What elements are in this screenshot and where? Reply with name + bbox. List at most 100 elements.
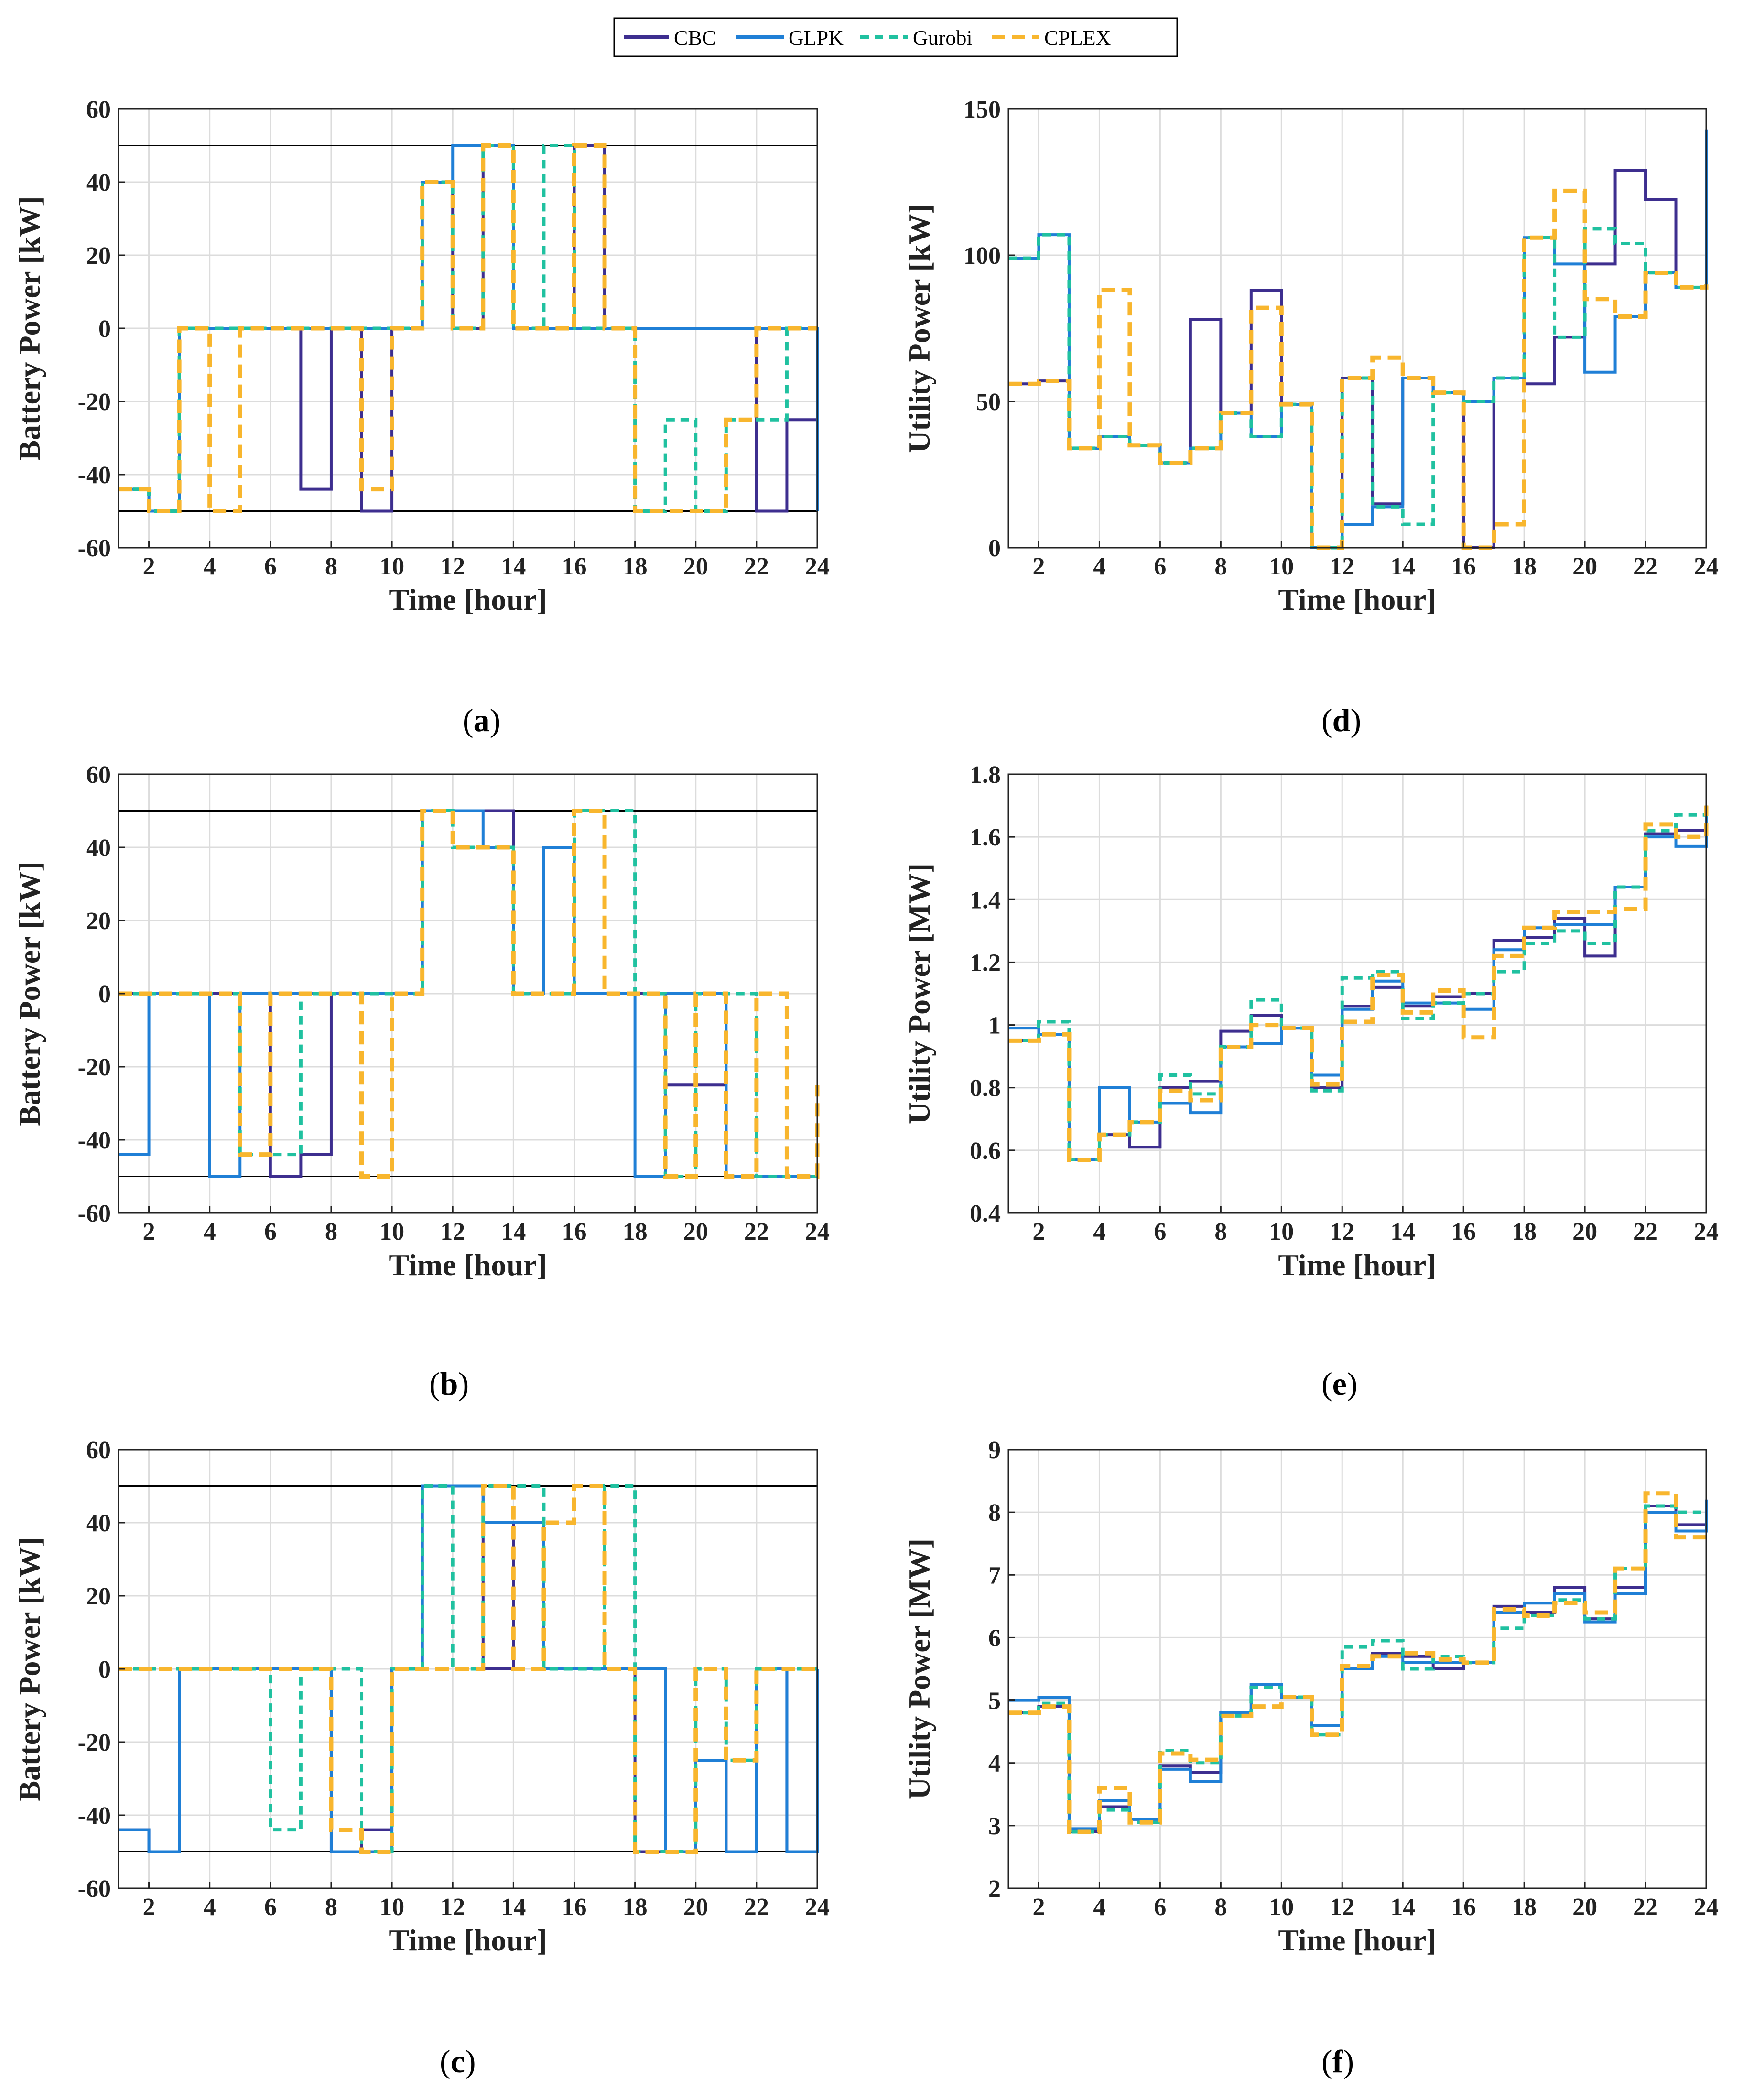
x-tick-label: 2 xyxy=(1032,553,1045,580)
y-tick-label: -60 xyxy=(78,1200,111,1227)
x-tick-label: 14 xyxy=(1390,553,1415,580)
x-axis-label: Time [hour] xyxy=(389,1923,547,1957)
plot-area xyxy=(1007,773,1707,1214)
y-axis-label: Utility Power [MW] xyxy=(902,863,936,1124)
series-line-cplex xyxy=(1008,805,1709,1162)
y-tick-label: 60 xyxy=(86,761,111,789)
x-tick-label: 8 xyxy=(325,1218,337,1245)
series-line-glpk xyxy=(1008,805,1708,1161)
panel-caption: (b) xyxy=(429,1365,469,1402)
x-axis-label: Time [hour] xyxy=(1278,1923,1436,1957)
y-axis-label: Battery Power [kW] xyxy=(12,196,46,460)
x-tick-label: 10 xyxy=(1269,553,1294,580)
legend-label-gurobi: Gurobi xyxy=(913,26,973,50)
legend-label-cplex: CPLEX xyxy=(1044,26,1111,50)
y-tick-label: -20 xyxy=(78,1054,111,1081)
y-tick-label: 60 xyxy=(86,96,111,123)
panel-caption: (d) xyxy=(1321,702,1361,738)
x-tick-label: 10 xyxy=(379,1218,404,1245)
chart-panel-a: 2 4 6 8 10 12 14 16 18 20 22 24-60-40-200204060Time… xyxy=(12,96,830,738)
chart-panel-b: 2 4 6 8 10 12 14 16 18 20 22 24-60-40-200204060Time… xyxy=(12,761,830,1402)
x-tick-label: 2 xyxy=(143,553,155,580)
y-tick-label: 20 xyxy=(86,908,111,935)
y-tick-label: -20 xyxy=(78,1729,111,1756)
plot-area xyxy=(1007,1449,1707,1889)
y-tick-label: 1 xyxy=(988,1012,1001,1039)
y-tick-label: 150 xyxy=(964,96,1001,123)
y-tick-label: 1.8 xyxy=(970,761,1001,789)
y-tick-label: 20 xyxy=(86,242,111,270)
y-tick-label: -40 xyxy=(78,1127,111,1154)
y-tick-label: 7 xyxy=(988,1562,1001,1589)
chart-panel-e: 2 4 6 8 10 12 14 16 18 20 22 240.40.60.811.21.41.61… xyxy=(902,761,1719,1402)
panel-caption: (a) xyxy=(463,702,500,738)
x-tick-label: 24 xyxy=(1694,1894,1719,1921)
x-tick-label: 4 xyxy=(204,1894,216,1921)
x-tick-label: 16 xyxy=(562,1218,586,1245)
x-tick-label: 14 xyxy=(1390,1894,1415,1921)
x-tick-label: 18 xyxy=(1512,553,1537,580)
legend: CBC GLPK Gurobi CPLEX xyxy=(613,17,1178,57)
x-tick-label: 20 xyxy=(683,553,708,580)
series-line-cplex xyxy=(119,809,820,1179)
y-tick-label: 40 xyxy=(86,834,111,862)
x-tick-label: 24 xyxy=(805,553,830,580)
panel-caption: (f) xyxy=(1321,2043,1354,2079)
x-tick-label: 4 xyxy=(1093,1218,1105,1245)
x-tick-label: 8 xyxy=(325,1894,337,1921)
x-tick-label: 24 xyxy=(1694,1218,1719,1245)
x-tick-label: 10 xyxy=(1269,1218,1294,1245)
plot-area xyxy=(1007,108,1707,549)
y-tick-label: 4 xyxy=(988,1750,1001,1777)
x-tick-label: 16 xyxy=(562,553,586,580)
x-tick-label: 18 xyxy=(623,553,648,580)
x-tick-label: 18 xyxy=(623,1218,648,1245)
x-tick-label: 2 xyxy=(143,1894,155,1921)
y-tick-label: 1.2 xyxy=(970,949,1001,976)
x-tick-label: 4 xyxy=(204,1218,216,1245)
x-tick-label: 22 xyxy=(1633,1218,1658,1245)
y-tick-label: 40 xyxy=(86,169,111,196)
legend-label-cbc: CBC xyxy=(674,26,716,50)
x-tick-label: 16 xyxy=(1451,1894,1476,1921)
y-tick-label: 6 xyxy=(988,1624,1001,1652)
x-tick-label: 24 xyxy=(805,1894,830,1921)
x-tick-label: 10 xyxy=(379,1894,404,1921)
x-tick-label: 4 xyxy=(1093,1894,1105,1921)
y-axis-label: Battery Power [kW] xyxy=(12,1537,46,1801)
series-line-cplex xyxy=(1008,188,1709,550)
panel-caption: (e) xyxy=(1321,1365,1358,1402)
y-tick-label: 5 xyxy=(988,1688,1001,1715)
x-axis-label: Time [hour] xyxy=(389,1248,547,1282)
x-tick-label: 20 xyxy=(1572,553,1597,580)
x-tick-label: 14 xyxy=(501,1894,526,1921)
x-tick-label: 6 xyxy=(264,1218,277,1245)
y-axis-label: Utility Power [MW] xyxy=(902,1538,936,1799)
y-axis-label: Utility Power [kW] xyxy=(902,204,936,453)
x-tick-label: 2 xyxy=(1032,1894,1045,1921)
x-tick-label: 8 xyxy=(1214,553,1227,580)
x-tick-label: 18 xyxy=(1512,1894,1537,1921)
x-tick-label: 22 xyxy=(744,553,769,580)
x-tick-label: 16 xyxy=(562,1894,586,1921)
x-tick-label: 16 xyxy=(1451,553,1476,580)
legend-label-glpk: GLPK xyxy=(789,26,844,50)
x-tick-label: 8 xyxy=(325,553,337,580)
y-tick-label: 3 xyxy=(988,1813,1001,1840)
x-tick-label: 6 xyxy=(264,553,277,580)
x-tick-label: 6 xyxy=(264,1894,277,1921)
panel-caption: (c) xyxy=(440,2043,476,2079)
x-tick-label: 24 xyxy=(805,1218,830,1245)
y-tick-label: 50 xyxy=(976,389,1001,416)
x-tick-label: 8 xyxy=(1214,1894,1227,1921)
x-tick-label: 10 xyxy=(1269,1894,1294,1921)
x-tick-label: 22 xyxy=(1633,1894,1658,1921)
x-tick-label: 12 xyxy=(1330,1894,1354,1921)
x-tick-label: 12 xyxy=(440,1218,465,1245)
x-axis-label: Time [hour] xyxy=(1278,583,1436,617)
x-tick-label: 6 xyxy=(1154,553,1166,580)
x-tick-label: 22 xyxy=(1633,553,1658,580)
